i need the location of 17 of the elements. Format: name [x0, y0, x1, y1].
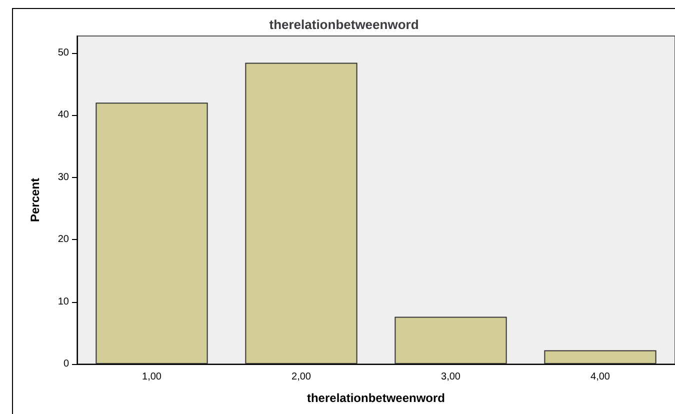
y-tick-label: 30	[58, 172, 70, 183]
y-tick-label: 10	[58, 296, 70, 308]
x-tick-label: 4,00	[590, 372, 610, 382]
bar	[394, 316, 507, 364]
bar	[245, 62, 358, 364]
bar	[96, 102, 208, 364]
y-tick-label: 20	[58, 234, 70, 246]
x-axis-title: therelationbetweenword	[306, 391, 446, 405]
x-tick-label: 1,00	[142, 372, 162, 382]
chart-title: therelationbetweenword	[269, 17, 419, 32]
y-tick-label: 40	[58, 110, 70, 121]
bar	[544, 350, 656, 364]
y-axis-title: Percent	[28, 178, 42, 222]
y-tick-label: 0	[63, 358, 70, 370]
x-tick-label: 2,00	[292, 372, 312, 382]
x-tick-label: 3,00	[441, 372, 461, 382]
y-tick-label: 50	[58, 47, 70, 58]
